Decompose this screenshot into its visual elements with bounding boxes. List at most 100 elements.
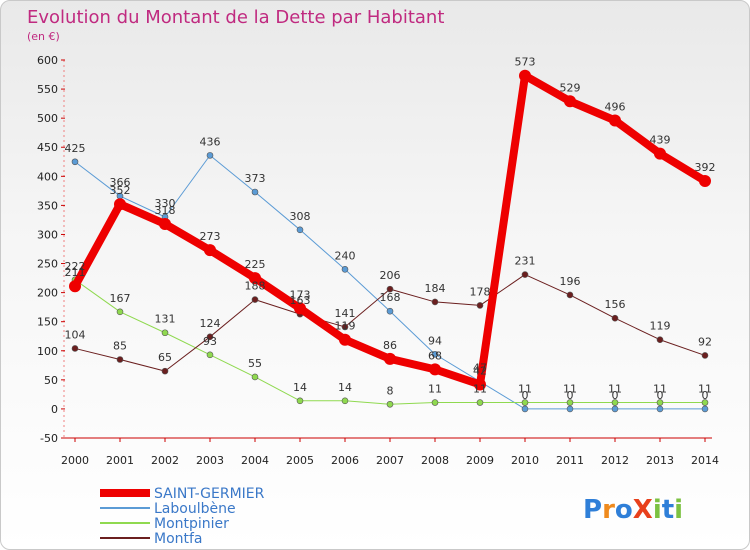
y-tick-label: 350 bbox=[37, 199, 58, 212]
data-point bbox=[161, 367, 169, 375]
data-label: 124 bbox=[200, 317, 221, 330]
data-label: 529 bbox=[560, 81, 581, 94]
data-point bbox=[566, 405, 574, 413]
y-tick-label: 100 bbox=[37, 345, 58, 358]
data-label: 141 bbox=[335, 307, 356, 320]
data-point bbox=[566, 399, 574, 406]
data-point bbox=[206, 333, 214, 341]
data-point bbox=[71, 345, 79, 352]
data-label: 352 bbox=[110, 184, 131, 197]
data-point bbox=[519, 69, 531, 82]
data-label: 92 bbox=[698, 335, 712, 348]
data-label: 11 bbox=[518, 383, 532, 396]
data-point bbox=[476, 399, 484, 406]
data-label: 184 bbox=[425, 282, 446, 295]
data-point bbox=[656, 336, 664, 344]
data-label: 14 bbox=[338, 381, 352, 394]
data-point bbox=[701, 405, 709, 413]
data-point bbox=[521, 405, 529, 413]
data-point bbox=[431, 298, 439, 306]
data-point bbox=[251, 296, 259, 303]
data-label: 496 bbox=[605, 100, 626, 113]
data-point bbox=[611, 314, 619, 322]
data-point bbox=[609, 114, 621, 127]
data-point bbox=[341, 266, 349, 273]
data-point bbox=[566, 291, 574, 299]
data-label: 373 bbox=[245, 172, 266, 185]
y-tick-label: 50 bbox=[44, 374, 58, 387]
data-point bbox=[431, 350, 439, 358]
data-label: 222 bbox=[65, 260, 86, 273]
x-tick-label: 2012 bbox=[601, 454, 629, 467]
data-label: 119 bbox=[650, 320, 671, 333]
y-tick-label: 150 bbox=[37, 316, 58, 329]
data-point bbox=[159, 217, 171, 230]
x-axis: 2000 2001 2002 2003 2004 2005 2006 2007 2008 2009… bbox=[61, 437, 719, 467]
data-label: 366 bbox=[110, 176, 131, 189]
data-label: 119 bbox=[335, 320, 356, 333]
data-point bbox=[161, 329, 169, 337]
data-point bbox=[474, 378, 486, 391]
data-label: 308 bbox=[290, 210, 311, 223]
legend-label: Montpinier bbox=[154, 516, 229, 532]
data-point bbox=[656, 405, 664, 413]
y-tick-label: 0 bbox=[51, 403, 58, 416]
logo-text: ProXiti bbox=[583, 495, 683, 525]
data-label: 86 bbox=[383, 339, 397, 352]
data-point bbox=[611, 399, 619, 406]
legend-label: Laboulbène bbox=[154, 501, 236, 517]
y-tick-label: 450 bbox=[37, 141, 58, 154]
data-label: 573 bbox=[515, 56, 536, 69]
data-label: 11 bbox=[428, 383, 442, 396]
data-label: 85 bbox=[113, 339, 127, 352]
y-tick-label: 600 bbox=[37, 54, 58, 67]
data-point bbox=[654, 147, 666, 160]
data-label: 330 bbox=[155, 197, 176, 210]
y-tick-label: 500 bbox=[37, 112, 58, 125]
data-label: 436 bbox=[200, 135, 221, 148]
data-label: 11 bbox=[608, 383, 622, 396]
data-label: 0 bbox=[567, 389, 574, 402]
x-tick-label: 2005 bbox=[286, 454, 314, 467]
data-label: 11 bbox=[473, 383, 487, 396]
x-tick-label: 2004 bbox=[241, 454, 269, 467]
data-labels: 425 366 330 436 373 308 240 168 94 47 0 0 0 0 0 222 167 1… bbox=[65, 56, 716, 402]
x-tick-label: 2014 bbox=[691, 454, 719, 467]
y-tick-label: 250 bbox=[37, 258, 58, 271]
data-point bbox=[476, 302, 484, 309]
series-line-1 bbox=[74, 154, 705, 410]
data-label: 425 bbox=[65, 142, 86, 155]
data-point bbox=[656, 399, 664, 406]
x-tick-label: 2009 bbox=[466, 454, 494, 467]
x-tick-label: 2003 bbox=[196, 454, 224, 467]
data-label: 55 bbox=[248, 357, 262, 370]
chart-title: Evolution du Montant de la Dette par Hab… bbox=[27, 7, 444, 28]
data-label: 439 bbox=[650, 134, 671, 147]
x-tick-label: 2001 bbox=[106, 454, 134, 467]
y-axis: -50 0 50 100 150 200 250 300 350 400 450 500 550 600 bbox=[37, 54, 65, 445]
data-label: 196 bbox=[560, 275, 581, 288]
legend-label: SAINT-GERMIER bbox=[154, 486, 265, 502]
data-point bbox=[114, 198, 126, 211]
data-point bbox=[429, 363, 441, 376]
data-point bbox=[699, 174, 711, 187]
x-tick-label: 2013 bbox=[646, 454, 674, 467]
data-label: 168 bbox=[380, 291, 401, 304]
data-label: 11 bbox=[563, 383, 577, 396]
data-point bbox=[521, 399, 529, 406]
y-tick-label: 300 bbox=[37, 228, 58, 241]
data-point bbox=[69, 280, 81, 293]
data-label: 240 bbox=[335, 249, 356, 262]
y-tick-label: 550 bbox=[37, 83, 58, 96]
y-tick-label: -50 bbox=[40, 432, 58, 445]
data-label: 14 bbox=[293, 381, 307, 394]
data-label: 178 bbox=[470, 285, 491, 298]
proxiti-logo: ProXiti bbox=[583, 495, 683, 525]
data-label: 65 bbox=[158, 351, 172, 364]
x-tick-label: 2011 bbox=[556, 454, 584, 467]
data-label: 131 bbox=[155, 313, 176, 326]
data-point bbox=[206, 351, 214, 359]
data-point bbox=[116, 308, 124, 316]
